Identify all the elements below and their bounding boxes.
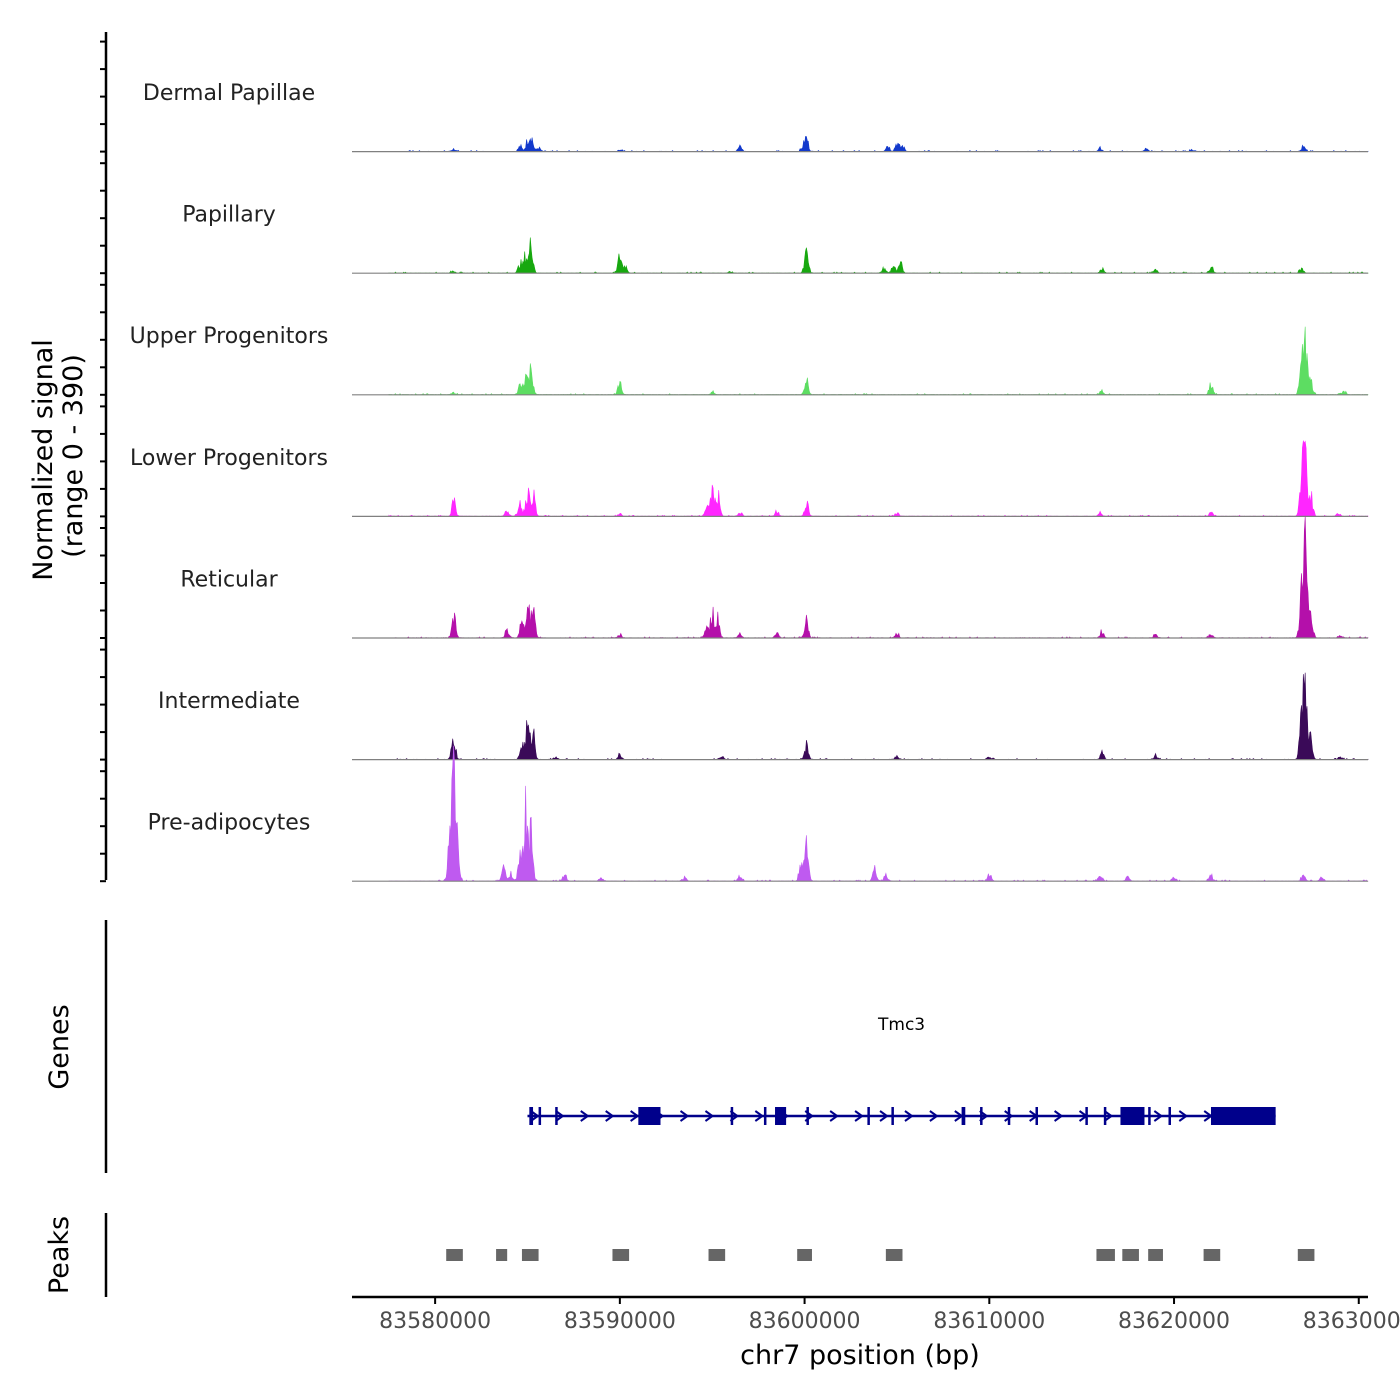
coverage-track-reticular: Reticular bbox=[180, 516, 1369, 639]
exon bbox=[529, 1107, 534, 1125]
peak-region bbox=[1122, 1249, 1139, 1261]
x-tick-label: 83620000 bbox=[1118, 1309, 1230, 1334]
coverage-track-upper-progenitors: Upper Progenitors bbox=[130, 324, 1369, 396]
coverage-track-papillary: Papillary bbox=[182, 203, 1369, 274]
strand-arrow bbox=[879, 1110, 889, 1122]
exon bbox=[867, 1107, 870, 1125]
peak-region bbox=[1203, 1249, 1221, 1261]
x-tick-label: 83610000 bbox=[933, 1309, 1045, 1334]
exon bbox=[1103, 1107, 1107, 1125]
x-tick-label: 83590000 bbox=[564, 1309, 676, 1334]
strand-arrow bbox=[1153, 1110, 1164, 1122]
track-label: Upper Progenitors bbox=[130, 324, 329, 349]
strand-arrow bbox=[829, 1110, 839, 1122]
strand-arrow bbox=[854, 1110, 864, 1122]
signal-area bbox=[388, 672, 1369, 760]
exon bbox=[555, 1107, 558, 1125]
track-label: Papillary bbox=[182, 203, 276, 228]
peak-region bbox=[1148, 1249, 1163, 1261]
coverage-panel: Dermal Papillae Papillary Upper Progenitor… bbox=[100, 32, 1369, 883]
exon bbox=[961, 1107, 966, 1125]
exon bbox=[638, 1107, 661, 1125]
x-axis-title: chr7 position (bp) bbox=[740, 1340, 980, 1371]
coverage-track-pre-adipocytes: Pre-adipocytes bbox=[148, 745, 1369, 882]
strand-arrow bbox=[754, 1110, 765, 1122]
strand-arrow bbox=[704, 1110, 715, 1122]
signal-area bbox=[388, 439, 1369, 517]
exon bbox=[775, 1107, 787, 1125]
y-axis-title-line2: (range 0 - 390) bbox=[58, 354, 89, 558]
exon bbox=[1148, 1107, 1151, 1125]
genes-panel-label: Genes bbox=[44, 1004, 75, 1089]
peak-region bbox=[496, 1249, 508, 1261]
peak-region bbox=[446, 1249, 463, 1261]
x-axis: 83580000 83590000 83600000 83610000 83620000… bbox=[352, 1295, 1400, 1334]
peak-region bbox=[708, 1249, 726, 1261]
peaks-panel-label: Peaks bbox=[44, 1216, 75, 1294]
gene-model: Tmc3 bbox=[527, 1015, 1276, 1125]
strand-arrow bbox=[605, 1110, 615, 1122]
exon bbox=[980, 1107, 983, 1125]
peak-region bbox=[1096, 1249, 1115, 1261]
strand-arrow bbox=[1004, 1110, 1014, 1122]
exon bbox=[806, 1107, 809, 1125]
peak-region bbox=[797, 1249, 812, 1261]
exon bbox=[1120, 1107, 1145, 1125]
exon bbox=[891, 1107, 894, 1125]
x-tick-label: 83580000 bbox=[379, 1309, 491, 1334]
strand-arrow bbox=[929, 1110, 939, 1122]
coverage-track-intermediate: Intermediate bbox=[158, 672, 1369, 761]
track-label: Dermal Papillae bbox=[143, 81, 315, 106]
strand-arrow bbox=[1178, 1110, 1188, 1122]
exon bbox=[538, 1107, 542, 1125]
exon bbox=[1007, 1107, 1011, 1125]
exon bbox=[1210, 1107, 1276, 1125]
coverage-track-lower-progenitors: Lower Progenitors bbox=[130, 439, 1369, 518]
strand-arrow bbox=[1053, 1110, 1064, 1122]
strand-arrow bbox=[904, 1110, 914, 1122]
exon bbox=[763, 1107, 767, 1125]
x-tick-label: 83600000 bbox=[749, 1309, 861, 1334]
peak-region bbox=[1297, 1249, 1315, 1261]
x-tick-label: 83630000 bbox=[1303, 1309, 1400, 1334]
gene-label: Tmc3 bbox=[877, 1015, 925, 1035]
signal-area bbox=[388, 237, 1369, 274]
track-label: Lower Progenitors bbox=[130, 446, 328, 471]
strand-arrow bbox=[679, 1110, 690, 1122]
y-axis-title-line1: Normalized signal bbox=[28, 339, 59, 581]
strand-arrow bbox=[555, 1110, 565, 1122]
peak-region bbox=[885, 1249, 903, 1261]
strand-arrow bbox=[1103, 1110, 1114, 1122]
signal-area bbox=[388, 745, 1369, 882]
signal-area bbox=[388, 136, 1369, 152]
track-label: Reticular bbox=[180, 567, 278, 592]
peaks-panel bbox=[104, 1213, 1315, 1297]
strand-arrow bbox=[530, 1110, 540, 1122]
signal-area bbox=[388, 326, 1369, 396]
signal-area bbox=[388, 516, 1369, 639]
track-label: Intermediate bbox=[158, 689, 300, 714]
coverage-track-dermal-papillae: Dermal Papillae bbox=[143, 81, 1369, 153]
exon bbox=[1035, 1107, 1038, 1125]
genes-panel: Tmc3 bbox=[104, 920, 1276, 1173]
track-label: Pre-adipocytes bbox=[148, 811, 311, 836]
strand-arrow bbox=[630, 1110, 640, 1122]
strand-arrow bbox=[580, 1110, 590, 1122]
peak-region bbox=[521, 1249, 539, 1261]
exon bbox=[1168, 1107, 1171, 1125]
exon bbox=[730, 1107, 734, 1125]
peak-region bbox=[612, 1249, 630, 1261]
exon bbox=[1085, 1107, 1088, 1125]
